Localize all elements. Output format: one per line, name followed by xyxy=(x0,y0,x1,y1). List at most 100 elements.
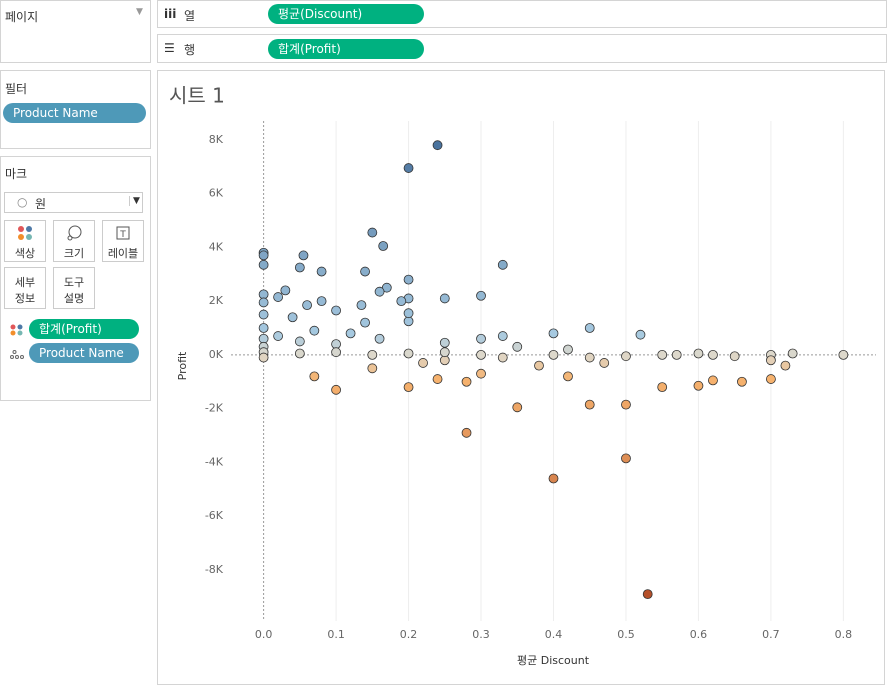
x-axis-title: 평균 Discount xyxy=(517,654,590,667)
point xyxy=(316,296,327,307)
point xyxy=(476,368,486,379)
point xyxy=(635,329,646,340)
point xyxy=(258,297,269,308)
rows-pill[interactable]: 합계(Profit) xyxy=(268,39,424,59)
x-tick-label: 0.2 xyxy=(400,628,418,641)
rows-icon: ☰ xyxy=(164,41,175,55)
point xyxy=(378,241,389,251)
y-tick-label: 0K xyxy=(209,348,224,361)
point xyxy=(331,305,341,316)
filters-panel: 필터 Product Name xyxy=(0,70,151,149)
point xyxy=(548,328,559,339)
y-tick-label: 2K xyxy=(209,294,224,307)
point xyxy=(787,348,798,359)
point xyxy=(780,360,791,371)
button-label: 색상 xyxy=(14,247,36,260)
chart-title: 시트 1 xyxy=(169,84,225,108)
x-tick-label: 0.4 xyxy=(545,628,563,641)
point xyxy=(403,163,414,173)
point xyxy=(367,363,378,374)
point xyxy=(512,341,523,352)
x-tick-label: 0.6 xyxy=(690,628,708,641)
pages-title: 페이지 xyxy=(5,10,39,24)
point xyxy=(258,309,269,320)
x-tick-label: 0.8 xyxy=(835,628,853,641)
point xyxy=(403,316,414,327)
point xyxy=(258,259,269,270)
color-icon xyxy=(18,226,32,240)
label-button[interactable]: T 레이블 xyxy=(102,220,144,262)
point xyxy=(418,358,428,368)
point xyxy=(548,349,559,360)
point xyxy=(621,453,631,464)
point xyxy=(584,352,595,363)
point xyxy=(331,347,341,358)
point xyxy=(403,348,414,359)
detail-field-icon xyxy=(10,350,24,359)
point xyxy=(294,336,305,347)
columns-pill[interactable]: 평균(Discount) xyxy=(268,4,424,24)
point xyxy=(584,399,595,410)
color-button[interactable]: 색상 xyxy=(4,220,46,262)
mark-type-dropdown[interactable]: ○ 원 ▼ xyxy=(4,192,143,213)
point xyxy=(708,375,718,386)
point xyxy=(439,355,450,366)
point xyxy=(737,376,747,387)
rows-shelf: ☰ 행 합계(Profit) xyxy=(157,34,887,63)
y-tick-label: -6K xyxy=(205,509,224,522)
y-tick-label: -4K xyxy=(205,455,224,468)
color-pill[interactable]: 합계(Profit) xyxy=(29,319,139,339)
point xyxy=(657,382,668,393)
columns-shelf: iii 열 평균(Discount) xyxy=(157,0,887,28)
tooltip-button[interactable]: 도구 설명 xyxy=(53,267,95,309)
point xyxy=(548,473,559,484)
point xyxy=(599,358,610,368)
size-icon xyxy=(67,225,82,241)
point xyxy=(584,323,595,333)
point xyxy=(621,399,631,410)
x-tick-label: 0.3 xyxy=(472,628,490,641)
color-field-icon xyxy=(10,324,23,336)
point xyxy=(512,402,523,413)
point xyxy=(356,300,367,311)
point xyxy=(367,227,378,238)
detail-pill[interactable]: Product Name xyxy=(29,343,139,363)
point xyxy=(621,351,631,362)
button-label: 정보 xyxy=(14,292,36,305)
point xyxy=(497,331,508,341)
y-tick-label: 4K xyxy=(209,240,224,253)
point xyxy=(316,266,327,277)
point xyxy=(302,300,312,311)
point xyxy=(461,427,472,438)
point xyxy=(439,347,450,358)
point xyxy=(294,262,305,273)
point xyxy=(345,328,356,339)
point xyxy=(766,355,776,366)
point xyxy=(298,250,309,261)
x-tick-label: 0.1 xyxy=(327,628,345,641)
point xyxy=(287,312,298,323)
filter-pill[interactable]: Product Name xyxy=(3,103,146,123)
point xyxy=(838,349,849,360)
x-tick-label: 0.5 xyxy=(617,628,635,641)
dropdown-arrow: ▼ xyxy=(129,196,140,206)
point xyxy=(563,344,573,355)
y-tick-label: 8K xyxy=(209,133,224,146)
point xyxy=(396,296,407,307)
point xyxy=(331,384,341,395)
sheet-panel: 시트 1 평균 Discount Profit 0.0 0.1 0.2 0.3 0.4 0… xyxy=(157,70,885,685)
point xyxy=(280,285,291,296)
y-axis-title: Profit xyxy=(176,351,189,380)
button-label: 레이블 xyxy=(107,247,139,260)
detail-button[interactable]: 세부 정보 xyxy=(4,267,46,309)
point xyxy=(331,339,341,350)
point xyxy=(309,371,320,382)
point xyxy=(693,348,704,359)
dropdown-arrow[interactable]: ▼ xyxy=(136,7,143,17)
point xyxy=(432,374,443,384)
point xyxy=(273,292,284,302)
point xyxy=(693,380,704,391)
point xyxy=(708,349,718,360)
size-button[interactable]: 크기 xyxy=(53,220,95,262)
